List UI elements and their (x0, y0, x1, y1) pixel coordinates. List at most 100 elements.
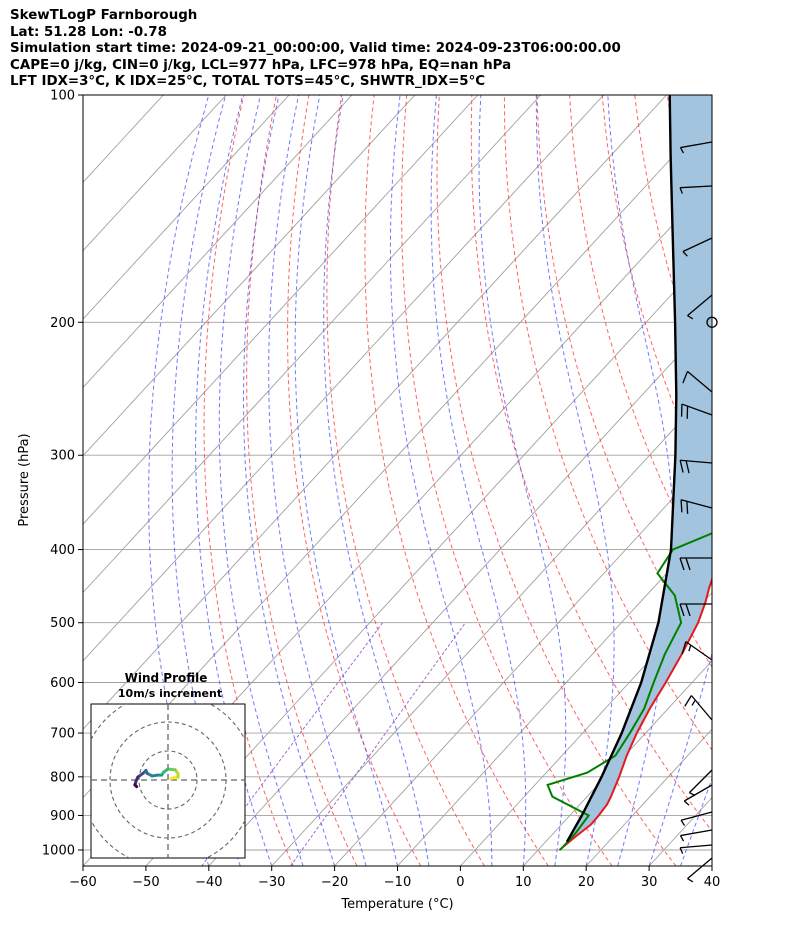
isotherm-line (397, 523, 712, 866)
wind-barb-flag (679, 460, 684, 473)
wind-barb-half-flag (680, 819, 686, 826)
wind-barb-flag (679, 603, 685, 617)
wind-barb-half-flag (687, 878, 694, 883)
dry-adiabat (536, 95, 712, 668)
wind-barb-shaft (680, 185, 713, 189)
wind-barb-half-flag (679, 187, 683, 194)
parcel-path-line (565, 95, 678, 843)
wind-barb (679, 829, 713, 842)
moist-adiabat (195, 95, 273, 866)
isotherm-line (83, 95, 290, 320)
wind-barb-shaft (687, 370, 713, 393)
wind-barb-half-flag (679, 835, 685, 842)
x-axis-label: Temperature (°C) (340, 897, 453, 912)
x-tick-label: 10 (515, 875, 532, 890)
y-tick-label: 100 (50, 89, 75, 104)
x-tick-label: −10 (384, 875, 411, 890)
wind-barb (683, 784, 713, 806)
x-tick-label: 0 (456, 875, 464, 890)
isotherm-line (585, 728, 712, 866)
wind-barb-flag (684, 695, 692, 707)
dewpoint-profile-line (546, 532, 712, 851)
header-times: Simulation start time: 2024-09-21_00:00:… (10, 41, 621, 56)
moist-adiabat (218, 95, 304, 866)
x-tick-label: 40 (704, 875, 721, 890)
x-tick-label: −60 (69, 875, 96, 890)
wind-barb (679, 141, 713, 154)
isotherm-line (83, 95, 353, 389)
y-tick-label: 400 (50, 543, 75, 558)
hodograph-subtitle: 10m/s increment (118, 687, 222, 700)
dry-adiabat (401, 95, 613, 866)
moist-adiabat (478, 95, 567, 866)
hodograph-plot (91, 704, 245, 858)
x-tick-label: −50 (132, 875, 159, 890)
y-tick-label: 900 (50, 809, 75, 824)
isotherm-line (83, 95, 416, 457)
wind-barb-shaft (680, 829, 713, 837)
isotherm-line (334, 455, 712, 866)
wind-barb-shaft (682, 237, 713, 253)
chart-header: SkewTLogP Farnborough Lat: 51.28 Lon: -0… (10, 8, 621, 91)
wind-barb-flag (682, 371, 689, 384)
isotherm-line (145, 250, 712, 866)
moist-adiabat (430, 95, 527, 866)
x-tick-label: −20 (321, 875, 348, 890)
x-tick-label: 20 (578, 875, 595, 890)
wind-barb (679, 185, 713, 194)
header-indices-lift: LFT IDX=3°C, K IDX=25°C, TOTAL TOTS=45°C… (10, 74, 486, 89)
header-location: Lat: 51.28 Lon: -0.78 (10, 24, 167, 40)
wind-barb-shaft (687, 294, 713, 317)
isotherm-line (711, 865, 712, 866)
y-tick-label: 500 (50, 616, 75, 631)
wind-barb-flag (685, 460, 690, 474)
hodograph-title: Wind Profile (125, 671, 208, 685)
wind-barb-shaft (683, 784, 713, 802)
wind-barb-shaft (680, 141, 713, 149)
header-indices-cape: CAPE=0 j/kg, CIN=0 j/kg, LCL=977 hPa, LF… (10, 57, 512, 73)
wind-barb (679, 459, 713, 474)
wind-barb (680, 403, 713, 419)
wind-barb-half-flag (683, 800, 690, 806)
y-axis-label: Pressure (hPa) (17, 433, 32, 526)
wind-barb (682, 237, 713, 257)
x-tick-label: 30 (641, 875, 658, 890)
dry-adiabat (569, 95, 712, 583)
wind-barb (687, 294, 713, 320)
wind-barb (681, 641, 713, 661)
isotherm-line (522, 660, 712, 866)
y-tick-label: 200 (50, 316, 75, 331)
wind-barb (687, 857, 713, 883)
moist-adiabat (389, 95, 493, 866)
dry-adiabat (436, 95, 677, 866)
isotherm-line (83, 95, 479, 525)
cape-shading (559, 95, 712, 850)
isotherm-line (648, 796, 712, 866)
wind-barb-shaft (680, 459, 713, 464)
isotherm-line (460, 591, 712, 866)
dry-adiabat (733, 95, 794, 866)
wind-barb-shaft (680, 811, 713, 821)
moist-adiabat (680, 777, 712, 866)
mixing-ratio-line (290, 622, 466, 866)
wind-barb-half-flag (687, 315, 694, 320)
isotherm-line (83, 95, 667, 730)
moist-adiabat (535, 95, 615, 866)
moist-adiabat (294, 95, 398, 866)
wind-barb-half-flag (691, 699, 696, 706)
wind-barb-shaft (681, 403, 713, 416)
wind-barb-half-flag (682, 251, 688, 257)
dry-adiabat (203, 95, 294, 866)
moist-adiabat (648, 95, 712, 866)
wind-barb (679, 557, 712, 571)
header-title: SkewTLogP Farnborough (10, 8, 198, 23)
dry-adiabat (470, 95, 712, 833)
wind-barb-flag (680, 404, 683, 417)
dry-adiabat (765, 95, 794, 866)
y-tick-label: 700 (50, 727, 75, 742)
wind-barb-shaft (688, 769, 713, 794)
wind-barb-flag (679, 557, 685, 571)
moist-adiabat (268, 95, 367, 866)
isotherm-line (271, 386, 712, 866)
wind-barb (680, 499, 713, 514)
